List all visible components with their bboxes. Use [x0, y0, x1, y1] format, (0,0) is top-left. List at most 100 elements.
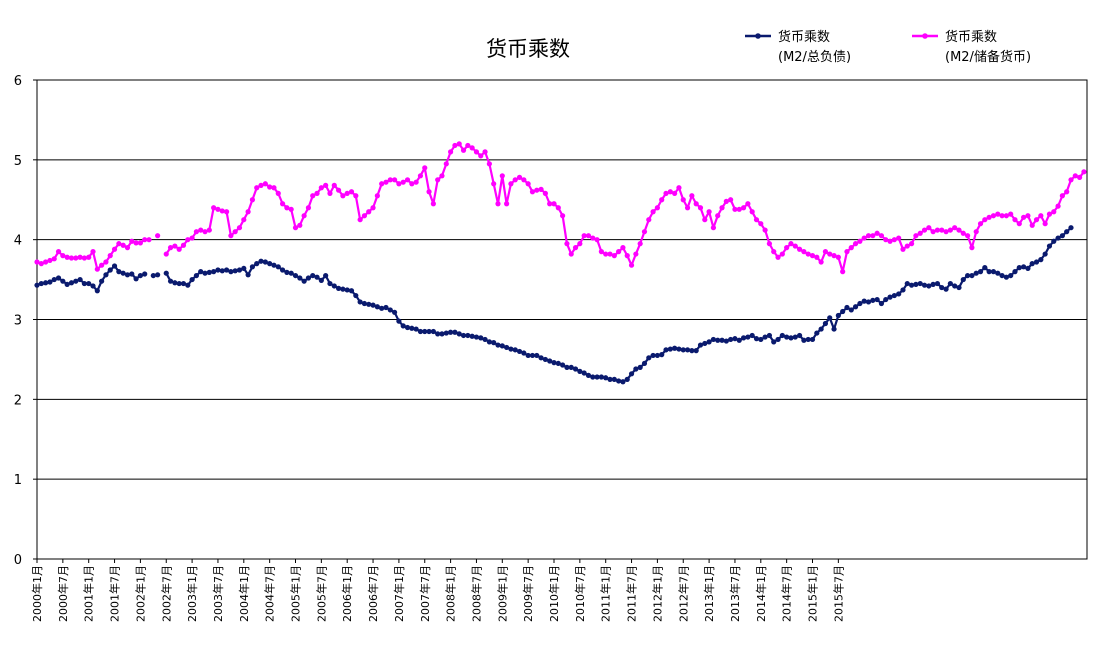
data-point	[762, 334, 768, 340]
data-point	[887, 238, 893, 244]
x-tick-label: 2011年1月	[599, 565, 613, 622]
data-point	[94, 288, 100, 294]
data-point	[215, 206, 221, 212]
data-point	[241, 217, 247, 223]
data-point	[947, 280, 953, 287]
data-point	[60, 278, 66, 284]
data-point	[1016, 265, 1022, 271]
data-point	[409, 181, 415, 187]
data-point	[167, 278, 174, 284]
data-point	[90, 283, 96, 289]
data-point	[228, 269, 234, 275]
legend-entry-series-2: 货币乘数 (M2/储备货币)	[912, 29, 1031, 65]
data-point	[404, 324, 411, 331]
data-point	[413, 179, 419, 185]
data-point	[254, 185, 260, 191]
data-point	[297, 275, 303, 281]
data-point	[267, 184, 273, 190]
data-point	[1038, 257, 1044, 263]
data-point	[508, 181, 514, 187]
data-point	[844, 304, 850, 311]
series-layer	[34, 141, 1087, 385]
data-point	[1081, 169, 1087, 175]
data-point	[934, 280, 941, 287]
data-point	[310, 272, 316, 279]
data-point	[706, 209, 712, 215]
data-point	[193, 272, 200, 279]
data-point	[676, 185, 682, 191]
x-tick-label: 2007年7月	[418, 565, 432, 622]
data-point	[564, 364, 570, 370]
data-point	[740, 205, 747, 211]
data-point	[417, 328, 424, 335]
data-point	[331, 283, 337, 289]
data-point	[564, 241, 570, 247]
data-point	[766, 332, 773, 339]
data-point	[361, 213, 368, 219]
data-point	[697, 205, 704, 211]
data-point	[943, 286, 949, 292]
data-point	[94, 266, 100, 272]
data-point	[883, 237, 889, 243]
data-point	[211, 205, 217, 211]
data-point	[348, 288, 355, 294]
data-point	[374, 193, 380, 199]
data-point	[840, 269, 846, 275]
data-point	[279, 267, 286, 273]
data-point	[1003, 213, 1009, 219]
data-point	[672, 190, 678, 196]
data-point	[1064, 189, 1070, 195]
data-point	[495, 201, 501, 207]
data-point	[796, 246, 803, 252]
data-point	[133, 276, 139, 282]
data-point	[249, 197, 256, 203]
data-point	[952, 283, 958, 289]
data-point	[155, 272, 161, 278]
data-point	[81, 280, 87, 287]
data-point	[258, 182, 264, 188]
data-point	[379, 181, 385, 187]
data-point	[891, 292, 897, 299]
data-point	[572, 366, 579, 372]
data-point	[710, 336, 717, 343]
legend-label-series-1: 货币乘数	[778, 29, 830, 45]
data-point	[633, 251, 639, 257]
data-point	[965, 272, 971, 279]
data-point	[637, 241, 643, 247]
data-point	[861, 235, 867, 241]
data-point	[284, 269, 290, 275]
data-point	[34, 282, 40, 288]
data-point	[206, 269, 212, 275]
data-point	[736, 337, 742, 343]
data-point	[844, 249, 850, 255]
x-tick-label: 2010年7月	[573, 565, 587, 622]
data-point	[560, 362, 566, 368]
data-point	[900, 246, 906, 252]
data-point	[749, 209, 755, 215]
data-point	[680, 347, 686, 353]
data-point	[504, 201, 510, 207]
x-tick-label: 2010年1月	[547, 565, 561, 622]
data-point	[163, 251, 169, 257]
data-point	[327, 280, 333, 287]
data-point	[659, 352, 665, 358]
data-point	[262, 259, 268, 265]
data-point	[172, 280, 178, 286]
data-point	[163, 270, 169, 276]
data-point	[1068, 225, 1074, 231]
data-point	[435, 177, 441, 183]
data-point	[986, 214, 992, 220]
data-point	[499, 343, 505, 349]
data-point	[275, 190, 281, 196]
data-point	[478, 153, 484, 159]
data-point	[732, 206, 738, 212]
data-point	[1068, 177, 1074, 183]
legend: 货币乘数 (M2/总负债) 货币乘数 (M2/储备货币)	[745, 29, 1031, 65]
data-point	[344, 287, 350, 293]
data-point	[198, 269, 204, 275]
x-tick-label: 2015年1月	[806, 565, 820, 622]
data-point	[650, 352, 656, 359]
data-point	[960, 230, 966, 236]
data-point	[551, 201, 557, 207]
data-point	[327, 190, 333, 196]
